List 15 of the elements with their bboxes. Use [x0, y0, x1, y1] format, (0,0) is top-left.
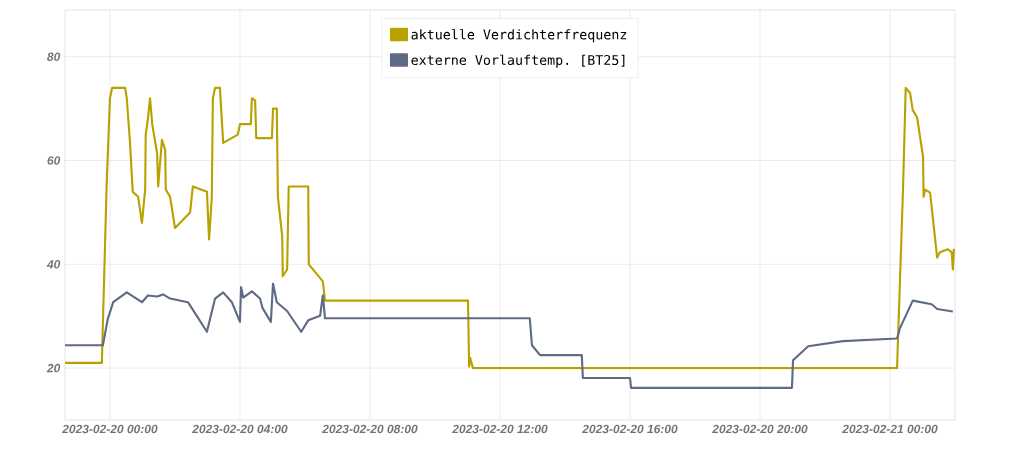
x-tick-label: 2023-02-20 16:00 [582, 424, 678, 434]
y-tick-label: 20 [46, 363, 61, 373]
x-tick-label: 2023-02-20 20:00 [712, 424, 808, 434]
x-tick-label: 2023-02-20 00:00 [62, 424, 158, 434]
legend-label: externe Vorlauftemp. [BT25] [411, 54, 625, 68]
x-tick-label: 2023-02-20 12:00 [452, 424, 548, 434]
line-series [65, 86, 955, 370]
y-tick-label: 80 [47, 52, 61, 61]
y-tick-label: 60 [47, 156, 61, 165]
y-tick-label: 40 [46, 260, 61, 269]
x-tick-label: 2023-02-20 04:00 [192, 424, 288, 434]
x-tick-label: 2023-02-20 08:00 [322, 424, 418, 434]
legend-label: aktuelle Verdichterfrequenz [411, 29, 627, 43]
x-tick-label: 2023-02-21 00:00 [842, 424, 938, 434]
line-series [65, 282, 954, 389]
